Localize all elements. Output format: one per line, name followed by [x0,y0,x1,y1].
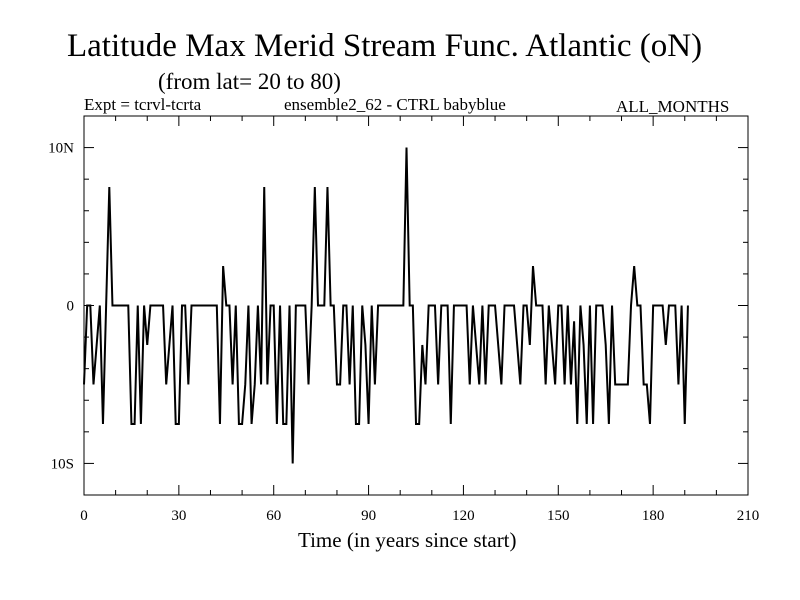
months-label: ALL_MONTHS [616,97,730,116]
y-tick-label: 10S [51,456,74,472]
series-line [83,147,689,464]
x-tick-label: 60 [266,508,281,524]
y-tick-label: 10N [48,141,74,157]
x-tick-label: 90 [361,508,376,524]
ensemble-label: ensemble2_62 - CTRL babyblue [284,95,506,114]
x-tick-label: 150 [547,508,570,524]
x-tick-label: 210 [737,508,760,524]
x-tick-label: 120 [452,508,475,524]
tick-labels: 0 30 60 90 120 150 180 210 10N 0 10S [48,141,759,524]
series-group [83,147,689,464]
axis-ticks [83,115,749,496]
x-tick-label: 30 [171,508,186,524]
y-tick-label: 0 [67,299,75,315]
chart-subtitle: (from lat= 20 to 80) [158,69,341,94]
x-tick-label: 0 [80,508,88,524]
x-tick-label: 180 [642,508,665,524]
experiment-label: Expt = tcrvl-tcrta [84,95,202,114]
chart-title: Latitude Max Merid Stream Func. Atlantic… [67,28,703,64]
x-axis-label: Time (in years since start) [298,528,517,552]
